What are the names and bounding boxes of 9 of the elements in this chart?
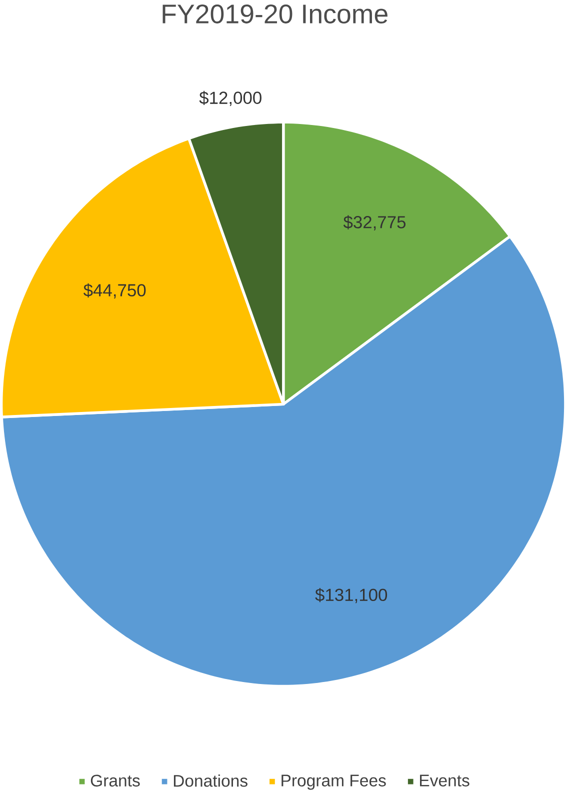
legend-label: Events <box>420 774 470 786</box>
chart-title: FY2019-20 Income <box>162 4 388 24</box>
data-label: $44,750 <box>84 283 146 298</box>
data-label: $12,000 <box>199 90 262 106</box>
data-label: $32,775 <box>344 215 406 230</box>
legend-label: Program Fees <box>282 774 386 790</box>
data-label: $131,100 <box>315 588 388 604</box>
legend-label: Grants <box>91 774 140 787</box>
legend-label: Donations <box>174 774 248 787</box>
